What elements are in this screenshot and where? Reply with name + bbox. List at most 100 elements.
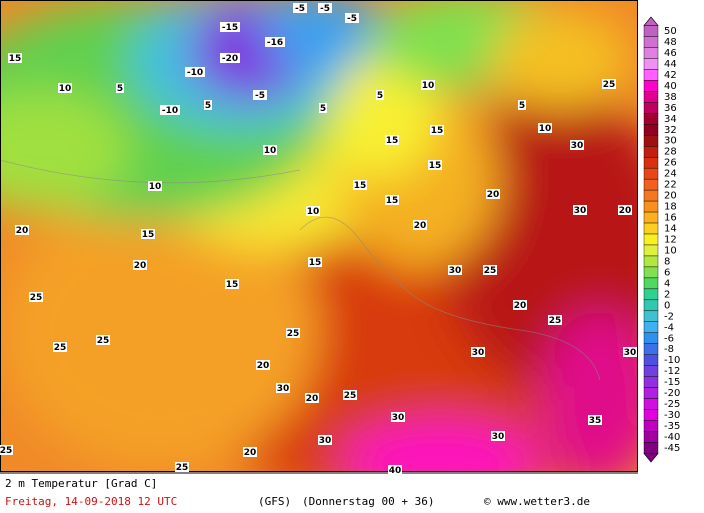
label-box	[319, 103, 327, 113]
colorbar-swatch	[643, 189, 659, 202]
colorbar-swatch	[643, 266, 659, 279]
label-box	[430, 125, 444, 135]
isotherm-label: 40	[389, 466, 402, 476]
colorbar-label: 24	[664, 169, 677, 180]
isotherm-label: 20	[257, 361, 270, 371]
isotherm-label: 25	[603, 80, 616, 90]
colorbar-swatch	[643, 167, 659, 180]
label-box	[318, 435, 332, 445]
label-box	[385, 135, 399, 145]
run-info: (Donnerstag 00 + 36)	[302, 495, 434, 508]
isotherm-label: 30	[277, 384, 290, 394]
colorbar-cap	[643, 453, 659, 463]
isotherm-label: 15	[354, 181, 367, 191]
label-box	[623, 347, 637, 357]
label-box	[58, 83, 72, 93]
colorbar-cap	[643, 16, 659, 26]
isotherm-label: 30	[571, 141, 584, 151]
label-box	[483, 265, 497, 275]
colorbar-swatch	[643, 222, 659, 235]
label-box	[286, 328, 300, 338]
isotherm-label: 25	[30, 293, 43, 303]
isotherm-label: 15	[226, 280, 239, 290]
colorbar-swatch	[643, 233, 659, 246]
isotherm-label: 15	[142, 230, 155, 240]
colorbar-label: 18	[664, 202, 677, 213]
label-box	[353, 180, 367, 190]
colorbar-label: 50	[664, 26, 677, 37]
colorbar-swatch	[643, 80, 659, 92]
colorbar-label: -12	[664, 366, 680, 377]
isotherm-label: 20	[306, 394, 319, 404]
colorbar-label: 0	[664, 300, 670, 311]
label-box	[133, 260, 147, 270]
isotherm-label: 25	[549, 316, 562, 326]
isotherm-label: 25	[484, 266, 497, 276]
isotherm-label: 25	[344, 391, 357, 401]
colorbar-label: 14	[664, 224, 677, 235]
isotherm-label: 20	[16, 226, 29, 236]
isotherm-label: -10	[187, 68, 203, 78]
colorbar-label: 44	[664, 59, 677, 70]
colorbar-label: 40	[664, 81, 677, 92]
colorbar-swatch	[643, 288, 659, 301]
isotherm-label: 25	[54, 343, 67, 353]
colorbar-swatch	[643, 25, 659, 37]
colorbar-label: 26	[664, 158, 677, 169]
isotherm-label: 20	[244, 448, 257, 458]
colorbar-swatch	[643, 36, 659, 48]
isotherm-label: 10	[149, 182, 162, 192]
label-box	[148, 181, 162, 191]
colorbar-swatch	[643, 299, 659, 312]
colorbar-swatch	[643, 135, 659, 147]
isotherm-label: -10	[162, 106, 178, 116]
colorbar-label: 42	[664, 70, 677, 81]
label-box	[141, 229, 155, 239]
colorbar-label: 20	[664, 191, 677, 202]
colorbar-label: -2	[664, 311, 674, 322]
label-box	[573, 205, 587, 215]
colorbar-label: -6	[664, 333, 674, 344]
label-box	[293, 3, 307, 13]
map-title: 2 m Temperatur [Grad C]	[5, 477, 157, 490]
label-box	[491, 431, 505, 441]
colorbar-swatch	[643, 431, 659, 443]
colorbar-label: -10	[664, 355, 680, 366]
colorbar-swatch	[643, 102, 659, 114]
colorbar-label: 34	[664, 114, 677, 125]
colorbar-label: 8	[664, 256, 670, 267]
colorbar-label: 12	[664, 235, 677, 246]
label-box	[428, 160, 442, 170]
colorbar-label: 28	[664, 147, 677, 158]
label-box	[305, 393, 319, 403]
label-box	[518, 100, 526, 110]
isotherm-label: 20	[414, 221, 427, 231]
colorbar-label: 22	[664, 180, 677, 191]
label-box	[225, 279, 239, 289]
colorbar-swatch	[643, 244, 659, 257]
colorbar-label: -4	[664, 322, 674, 333]
colorbar-label: -35	[664, 421, 680, 432]
isotherm-label: -5	[255, 91, 265, 101]
colorbar-label: 48	[664, 37, 677, 48]
colorbar-label: 16	[664, 213, 677, 224]
colorbar-swatch	[643, 310, 659, 323]
colorbar-swatch	[643, 277, 659, 290]
label-box	[53, 342, 67, 352]
isotherm-label: 30	[392, 413, 405, 423]
colorbar-swatch	[643, 156, 659, 169]
colorbar-swatch	[643, 200, 659, 213]
isotherm-label: 5	[117, 84, 123, 94]
label-box	[0, 445, 13, 455]
colorbar-label: -30	[664, 410, 680, 421]
colorbar-swatch	[643, 420, 659, 432]
colorbar-swatch	[643, 47, 659, 59]
label-box	[265, 37, 285, 47]
colorbar-swatch	[643, 211, 659, 224]
isotherm-label: 15	[9, 54, 22, 64]
isotherm-label: 15	[386, 196, 399, 206]
label-box	[602, 79, 616, 89]
isotherm-label: 10	[539, 124, 552, 134]
colorbar-label: 6	[664, 267, 670, 278]
